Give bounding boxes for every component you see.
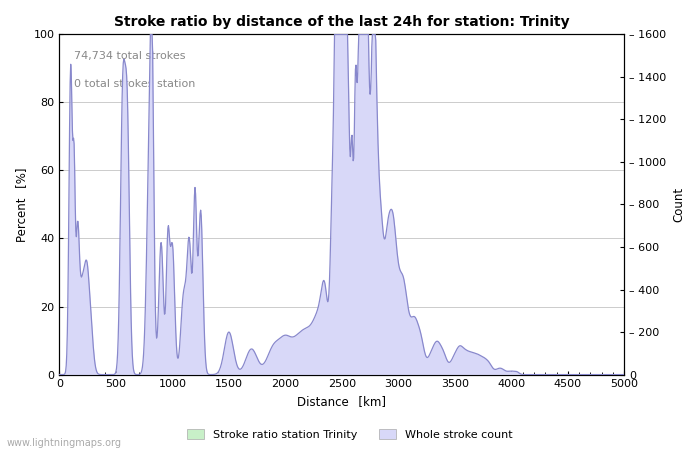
Title: Stroke ratio by distance of the last 24h for station: Trinity: Stroke ratio by distance of the last 24h… [114,15,570,29]
Text: www.lightningmaps.org: www.lightningmaps.org [7,438,122,448]
X-axis label: Distance  [km]: Distance [km] [298,395,386,408]
Text: 0 total strokes station: 0 total strokes station [74,79,195,89]
Y-axis label: Count: Count [672,187,685,222]
Y-axis label: Percent  [%]: Percent [%] [15,167,28,242]
Text: 74,734 total strokes: 74,734 total strokes [74,51,185,61]
Legend: Stroke ratio station Trinity, Whole stroke count: Stroke ratio station Trinity, Whole stro… [183,425,517,445]
